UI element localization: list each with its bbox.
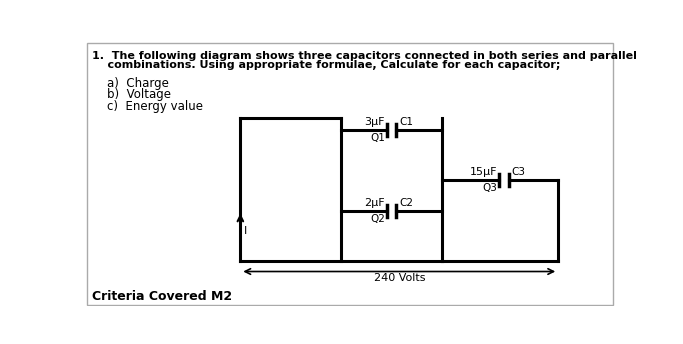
Text: Criteria Covered M2: Criteria Covered M2 bbox=[92, 290, 232, 303]
Text: combinations. Using appropriate formulae, Calculate for each capacitor;: combinations. Using appropriate formulae… bbox=[92, 60, 560, 70]
Text: a)  Charge: a) Charge bbox=[107, 77, 169, 90]
Text: c)  Energy value: c) Energy value bbox=[107, 100, 203, 113]
Text: Q1: Q1 bbox=[370, 133, 385, 143]
Text: C3: C3 bbox=[512, 167, 526, 177]
Text: 1.  The following diagram shows three capacitors connected in both series and pa: 1. The following diagram shows three cap… bbox=[92, 51, 637, 61]
Text: b)  Voltage: b) Voltage bbox=[107, 88, 171, 101]
Text: C2: C2 bbox=[400, 197, 413, 207]
Text: Q3: Q3 bbox=[483, 183, 498, 193]
Text: 15μF: 15μF bbox=[469, 167, 497, 177]
Text: 240 Volts: 240 Volts bbox=[374, 273, 425, 283]
Text: C1: C1 bbox=[400, 117, 413, 127]
Text: Q2: Q2 bbox=[370, 214, 385, 224]
Text: 3μF: 3μF bbox=[364, 117, 385, 127]
Text: I: I bbox=[245, 226, 247, 236]
Text: 2μF: 2μF bbox=[364, 197, 385, 207]
